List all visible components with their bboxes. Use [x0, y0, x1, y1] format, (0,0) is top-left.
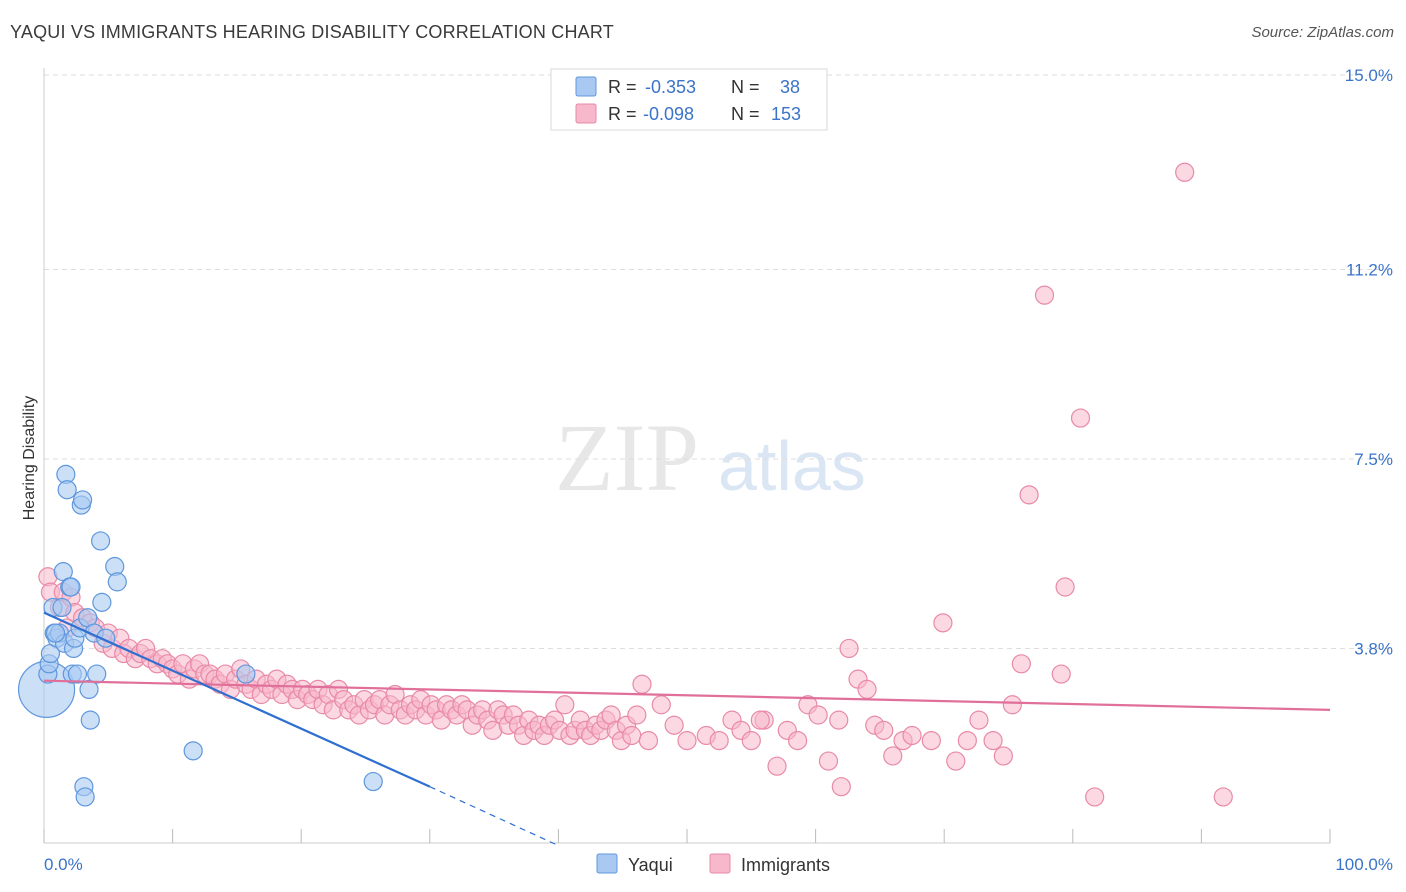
immigrants-point	[946, 751, 966, 771]
yaqui-point	[61, 577, 81, 597]
yaqui-trend-extension	[429, 786, 559, 847]
yaqui-point	[79, 679, 99, 700]
immigrants-point	[651, 695, 671, 715]
watermark-zip: ZIP	[555, 404, 699, 511]
immigrants-point	[750, 710, 770, 730]
legend-n-label: N =	[731, 104, 760, 124]
immigrants-point	[808, 705, 828, 725]
series-legend: Yaqui Immigrants	[596, 853, 830, 875]
bottom-legend-yaqui[interactable]: Yaqui	[628, 855, 673, 875]
yaqui-trend-line	[43, 611, 431, 788]
yaqui-point	[183, 741, 203, 761]
immigrants-point	[1051, 664, 1071, 684]
x-tick-label-max: 100.0%	[1335, 855, 1393, 874]
immigrants-point	[839, 638, 859, 659]
legend-n-label: N =	[731, 77, 760, 97]
immigrants-point	[1034, 285, 1055, 305]
immigrants-point	[831, 777, 851, 797]
immigrants-point	[921, 730, 941, 751]
immigrants-point	[933, 613, 953, 633]
immigrants-point	[993, 746, 1013, 766]
yaqui-point	[87, 664, 107, 684]
y-tick-label: 15.0%	[1345, 66, 1393, 85]
watermark-atlas: atlas	[718, 427, 866, 505]
yaqui-point	[57, 480, 77, 500]
legend-swatch-yaqui	[575, 76, 597, 97]
immigrants-point	[818, 751, 839, 771]
yaqui-point	[90, 531, 111, 551]
yaqui-point	[75, 787, 95, 807]
immigrants-point	[677, 730, 697, 751]
immigrants-point	[874, 720, 894, 740]
yaqui-point	[236, 664, 256, 684]
yaqui-point	[363, 771, 383, 792]
immigrants-point	[622, 725, 642, 746]
y-tick-label: 11.2%	[1346, 261, 1393, 280]
immigrants-point	[983, 730, 1003, 751]
immigrants-point	[627, 705, 647, 725]
correlation-legend: R = -0.353 N = 38 R = -0.098 N = 153	[550, 68, 828, 131]
legend-n-value: 153	[771, 104, 801, 124]
immigrants-point	[767, 756, 787, 776]
yaqui-point	[67, 664, 88, 684]
immigrants-point	[1055, 577, 1075, 597]
immigrants-point	[829, 710, 849, 730]
immigrants-point	[787, 730, 808, 751]
immigrants-point	[1002, 695, 1022, 715]
x-tick-label-min: 0.0%	[44, 855, 83, 874]
immigrants-point	[741, 730, 761, 751]
bottom-legend-swatch-immigrants[interactable]	[709, 853, 731, 874]
immigrants-point	[1213, 787, 1233, 807]
immigrants-point	[969, 710, 989, 730]
y-tick-label: 3.8%	[1354, 639, 1393, 658]
immigrants-point	[638, 730, 659, 751]
immigrants-point	[1085, 787, 1105, 807]
legend-swatch-immigrants	[575, 103, 597, 124]
immigrants-point	[1019, 485, 1039, 505]
legend-r-value: -0.098	[643, 104, 694, 124]
yaqui-point	[92, 592, 112, 612]
bottom-legend-swatch-yaqui[interactable]	[596, 853, 618, 874]
immigrants-point	[632, 674, 652, 694]
legend-r-label: R =	[608, 104, 637, 124]
immigrants-point	[1070, 408, 1091, 428]
immigrants-point	[1175, 162, 1195, 182]
immigrants-point	[709, 730, 729, 751]
bottom-legend-immigrants[interactable]: Immigrants	[741, 855, 830, 875]
yaqui-point	[107, 572, 127, 592]
legend-r-label: R =	[608, 77, 637, 97]
yaqui-point	[72, 490, 93, 510]
immigrants-trend-line	[43, 679, 1331, 711]
immigrants-point	[664, 715, 684, 735]
legend-r-value: -0.353	[645, 77, 696, 97]
immigrants-point	[957, 730, 977, 751]
immigrants-point	[902, 725, 922, 746]
yaqui-point	[52, 597, 72, 618]
immigrants-point	[883, 746, 903, 766]
immigrants-point	[1011, 654, 1031, 674]
y-axis-title: Hearing Disability	[21, 396, 38, 521]
yaqui-point	[45, 623, 66, 643]
y-tick-label: 7.5%	[1354, 450, 1393, 469]
immigrants-point	[857, 679, 877, 700]
legend-n-value: 38	[780, 77, 800, 97]
source-label: Source: ZipAtlas.com	[1251, 24, 1394, 41]
immigrants-point	[555, 695, 575, 715]
chart-title: YAQUI VS IMMIGRANTS HEARING DISABILITY C…	[10, 22, 614, 42]
yaqui-point	[80, 710, 100, 730]
